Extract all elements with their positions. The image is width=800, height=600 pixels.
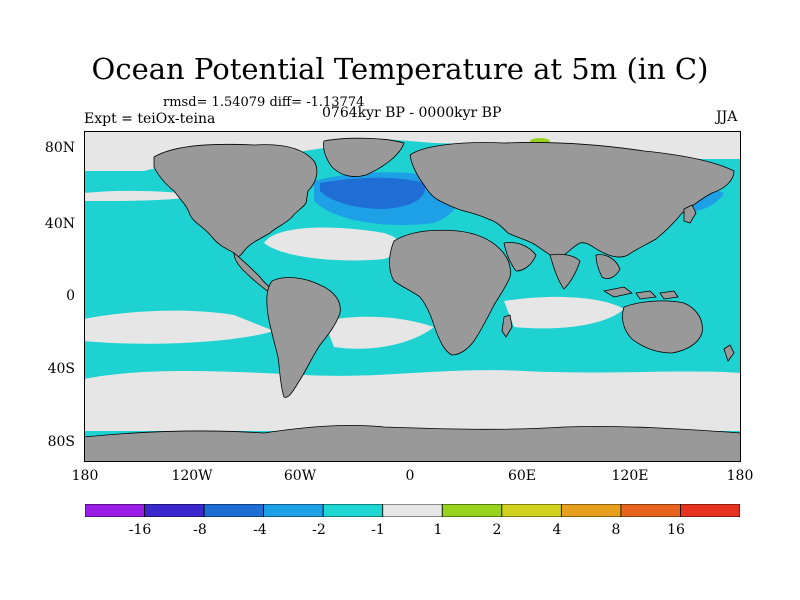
colorbar-tick-label: -8 <box>193 522 207 538</box>
colorbar-tick-label: 8 <box>611 522 621 538</box>
colorbar-swatch <box>85 504 145 517</box>
colorbar-tick-label: -16 <box>128 522 152 538</box>
pacific-near-zero-strip <box>84 190 204 201</box>
lon-label-180w: 180 <box>71 468 99 484</box>
lon-label-180e: 180 <box>726 468 754 484</box>
map-frame <box>84 131 741 462</box>
colorbar-tick-label: 4 <box>552 522 562 538</box>
indian-near-zero-region <box>504 296 624 329</box>
southeast-asia-landmass <box>595 254 621 279</box>
indonesia-islands <box>602 286 679 300</box>
atlantic-gyre-near-zero-region <box>264 227 401 261</box>
lat-label-80s: 80S <box>47 434 75 450</box>
colorbar <box>85 504 740 517</box>
north-atlantic-cold-region <box>320 177 425 209</box>
ocean-temperature-map <box>84 131 741 462</box>
colorbar-tick-label: -2 <box>312 522 326 538</box>
madagascar-landmass <box>501 314 513 338</box>
season-label: JJA <box>716 109 738 125</box>
chart-title: Ocean Potential Temperature at 5m (in C) <box>91 52 709 86</box>
colorbar-swatch <box>441 504 503 517</box>
antarctica-landmass <box>84 424 741 462</box>
lon-label-60w: 60W <box>283 468 317 484</box>
east-pacific-near-zero-region <box>84 310 274 344</box>
japan-islands <box>683 204 697 224</box>
lon-label-0: 0 <box>405 468 415 484</box>
south-atlantic-near-zero-region <box>324 316 434 349</box>
new-zealand-islands <box>723 344 735 362</box>
africa-landmass <box>389 229 511 356</box>
arabian-peninsula-landmass <box>503 242 537 272</box>
lon-label-120e: 120E <box>611 468 649 484</box>
lon-label-60e: 60E <box>507 468 537 484</box>
lat-label-80n: 80N <box>44 140 75 156</box>
colorbar-swatch <box>263 504 324 517</box>
indian-subcontinent-landmass <box>549 253 581 290</box>
colorbar-tick-label: 2 <box>492 522 502 538</box>
period-label: 0764kyr BP - 0000kyr BP <box>322 105 502 121</box>
colorbar-swatch <box>680 504 740 517</box>
lon-label-120w: 120W <box>171 468 213 484</box>
colorbar-tick-label: -4 <box>253 522 267 538</box>
colorbar-swatch <box>203 504 265 517</box>
lat-label-40s: 40S <box>47 361 75 377</box>
lat-label-40n: 40N <box>44 216 75 232</box>
colorbar-swatch <box>322 504 384 517</box>
colorbar-swatch <box>501 504 562 517</box>
colorbar-swatch <box>382 504 443 517</box>
north-america-landmass <box>153 143 318 257</box>
rmsd-diff-stats: rmsd= 1.54079 diff= -1.13774 <box>163 95 365 110</box>
colorbar-swatch <box>560 504 622 517</box>
colorbar-tick-label: 1 <box>433 522 443 538</box>
lat-label-0: 0 <box>66 288 75 304</box>
experiment-label: Expt = teiOx-teina <box>84 111 216 127</box>
colorbar-tick-label: -1 <box>371 522 385 538</box>
colorbar-swatch <box>620 504 681 517</box>
southern-ocean-near-zero-belt <box>84 370 741 431</box>
south-america-landmass <box>266 277 341 398</box>
colorbar-swatch <box>144 504 205 517</box>
continents <box>84 137 741 462</box>
australia-landmass <box>622 300 703 354</box>
greenland-landmass <box>323 137 405 177</box>
eurasia-landmass <box>409 142 735 260</box>
colorbar-tick-label: 16 <box>667 522 685 538</box>
